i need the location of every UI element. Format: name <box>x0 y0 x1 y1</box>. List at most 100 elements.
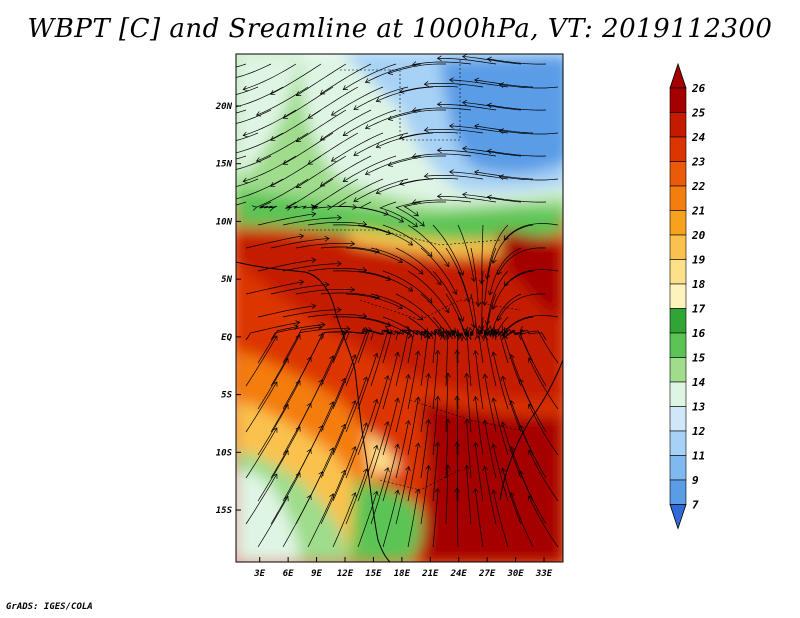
streamline <box>437 196 497 203</box>
streamline <box>456 396 459 456</box>
streamline-arrow <box>295 472 301 478</box>
streamline-arrow <box>283 449 289 456</box>
streamline <box>382 329 409 364</box>
streamline <box>420 373 430 433</box>
streamline-arrow <box>449 123 454 129</box>
streamline <box>519 330 559 364</box>
streamline-arrow <box>394 489 400 495</box>
colorbar-swatch <box>669 136 687 162</box>
streamline <box>489 247 522 296</box>
streamline <box>283 86 334 119</box>
streamline-arrow <box>527 495 533 501</box>
streamline-arrow <box>482 335 489 342</box>
streamline <box>307 313 367 318</box>
streamline <box>282 495 312 548</box>
streamline <box>528 495 559 548</box>
border-central <box>359 299 521 321</box>
streamline <box>445 465 449 525</box>
streamline-arrow <box>318 471 324 477</box>
streamline <box>432 396 439 456</box>
streamline-arrow <box>434 349 441 355</box>
streamline-arrow <box>445 418 451 424</box>
streamline <box>343 63 397 90</box>
streamline-arrow <box>340 329 346 335</box>
streamline <box>395 466 410 525</box>
streamline <box>466 373 472 433</box>
streamline-arrow <box>496 269 502 276</box>
streamline <box>424 128 484 134</box>
streamline <box>407 489 419 548</box>
streamline-arrow <box>215 79 219 84</box>
streamline <box>245 473 278 525</box>
streamline-arrow <box>329 493 335 499</box>
streamline-arrow <box>462 326 469 332</box>
streamline <box>486 224 509 279</box>
streamline <box>282 263 342 272</box>
streamline-arrow <box>272 381 278 387</box>
streamline <box>502 330 522 387</box>
streamline-arrow <box>527 403 533 409</box>
streamline-arrow <box>500 375 507 381</box>
colorbar-swatch <box>669 210 687 236</box>
streamline-arrow <box>188 116 192 121</box>
streamline-arrow <box>255 157 262 163</box>
streamline <box>320 424 346 479</box>
colorbar-swatch <box>669 332 687 358</box>
streamline <box>449 171 509 180</box>
streamline-arrow <box>498 128 504 134</box>
colorbar-swatch <box>669 87 687 113</box>
y-tick-label: 10S <box>216 448 233 458</box>
streamline-arrow <box>509 399 515 406</box>
streamline-arrow <box>498 82 504 88</box>
streamline <box>412 153 472 158</box>
streamline <box>357 270 413 292</box>
streamline <box>484 466 497 525</box>
streamline <box>487 150 547 157</box>
streamline <box>270 426 301 479</box>
streamline-arrow <box>444 307 450 314</box>
streamline <box>295 328 351 341</box>
streamline-arrow <box>415 350 421 356</box>
streamline <box>432 350 439 410</box>
streamline <box>236 132 259 141</box>
streamline <box>497 247 547 275</box>
streamline <box>382 352 399 410</box>
colorbar-label: 12 <box>692 425 706 438</box>
streamline-arrow <box>491 489 497 495</box>
streamline-arrow <box>373 398 379 404</box>
streamline <box>437 58 497 65</box>
streamline <box>457 224 475 282</box>
colorbar-label: 11 <box>692 450 705 463</box>
streamline-arrow <box>270 136 276 142</box>
streamline-arrow <box>188 70 192 75</box>
streamline-arrow <box>418 269 424 275</box>
streamline-arrow <box>491 397 497 403</box>
streamline-arrow <box>327 204 333 211</box>
colorbar-label: 17 <box>692 303 706 316</box>
streamline-arrow <box>299 279 305 286</box>
streamline-arrow <box>502 325 507 331</box>
streamline <box>376 86 434 102</box>
streamline-arrow <box>500 467 507 473</box>
streamline-arrow <box>405 373 411 380</box>
streamline <box>456 442 459 502</box>
streamline <box>420 331 432 387</box>
streamline-arrow <box>350 240 356 247</box>
y-tick-label: EQ <box>221 333 232 343</box>
streamline <box>245 281 304 295</box>
streamline <box>474 442 484 502</box>
streamline <box>282 403 312 456</box>
streamline-arrow <box>474 325 481 331</box>
colorbar-swatch <box>669 381 687 407</box>
streamline-arrow <box>519 326 525 332</box>
streamline <box>245 322 300 341</box>
streamline <box>486 270 509 325</box>
streamline-arrow <box>399 180 405 186</box>
streamline <box>282 326 323 364</box>
chart-title: WBPT [C] and Sreamline at 1000hPa, VT: 2… <box>27 14 773 44</box>
streamline <box>332 446 356 502</box>
streamline <box>492 490 509 548</box>
streamline-arrow <box>484 320 491 326</box>
streamline-arrow <box>324 235 330 242</box>
